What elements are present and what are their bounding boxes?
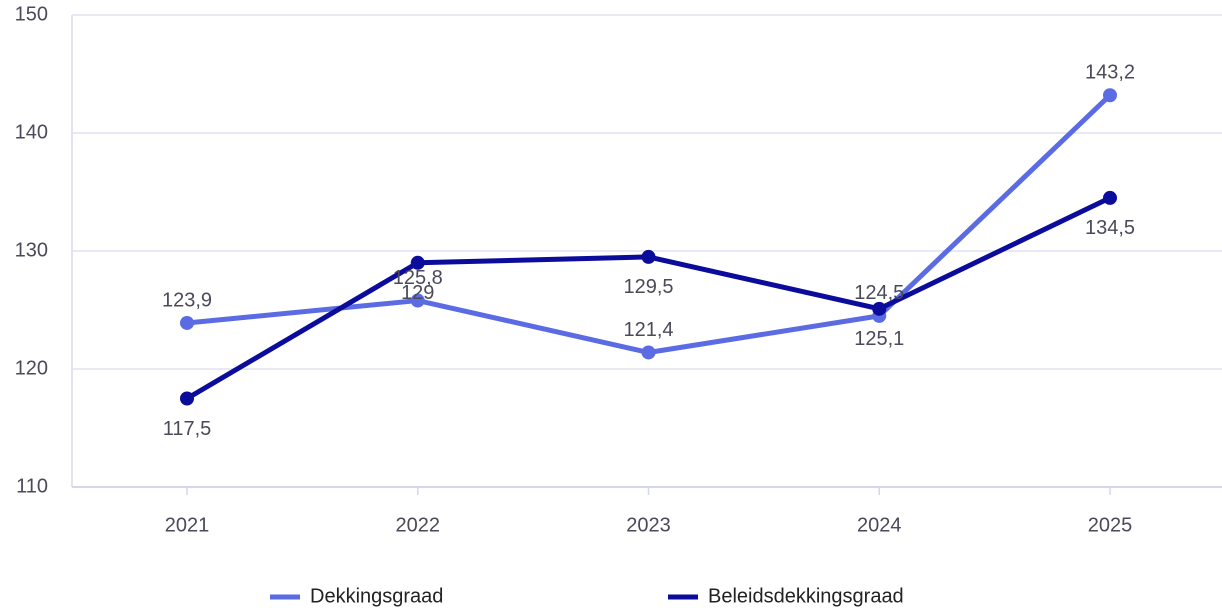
data-label: 124,5	[854, 282, 904, 304]
y-tick-label: 150	[15, 3, 48, 25]
data-label: 125,1	[854, 328, 904, 350]
point	[180, 315, 194, 330]
point	[410, 293, 425, 308]
data-label: 129,5	[623, 276, 673, 298]
data-label: 143,2	[1085, 62, 1135, 84]
x-tick-label: 2023	[626, 514, 671, 536]
data-label: 123,9	[162, 289, 212, 311]
legend-label: Beleidsdekkingsgraad	[708, 585, 904, 607]
x-tick-label: 2022	[396, 514, 441, 536]
data-label: 129	[401, 282, 434, 304]
x-tick-label: 2025	[1088, 514, 1133, 536]
point	[641, 345, 656, 360]
point	[641, 249, 656, 264]
legend-label: Dekkingsgraad	[310, 585, 443, 607]
y-tick-label: 140	[15, 121, 48, 143]
x-tick-label: 2021	[165, 514, 210, 536]
data-label: 125,8	[393, 267, 443, 289]
point	[410, 255, 425, 270]
y-tick-label: 120	[15, 357, 48, 379]
point	[872, 301, 887, 316]
y-tick-label: 130	[15, 239, 48, 261]
point	[1103, 88, 1117, 103]
data-label: 134,5	[1085, 217, 1135, 239]
point	[1103, 190, 1117, 205]
legend: Dekkingsgraad Beleidsdekkingsgraad	[270, 585, 904, 607]
x-tick-label: 2024	[857, 514, 902, 536]
point	[180, 391, 194, 406]
series-line	[186, 93, 1112, 355]
data-label: 117,5	[163, 418, 212, 440]
data-label: 121,4	[623, 319, 673, 341]
y-tick-label: 110	[16, 475, 48, 497]
